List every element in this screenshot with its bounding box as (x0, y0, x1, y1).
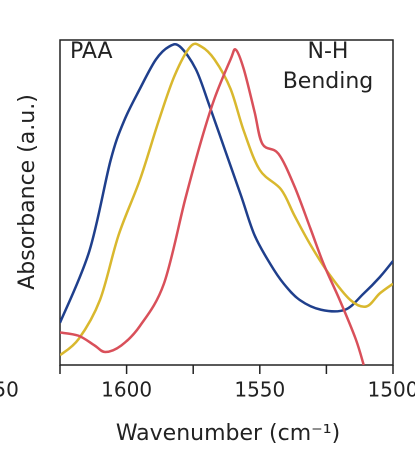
data-line (60, 42, 393, 357)
x-axis-label: Wavenumber (cm⁻¹) (116, 421, 340, 446)
x-tick-label: 1650 (0, 378, 19, 402)
annotation: Bending (283, 69, 374, 94)
y-axis-label: Absorbance (a.u.) (15, 94, 40, 290)
annotation: N-H (308, 39, 349, 64)
x-tick-label: 1500 (368, 378, 415, 402)
plot-frame (59, 39, 394, 366)
x-tick-label: 1550 (234, 378, 285, 402)
data-line (60, 48, 365, 365)
data-line (60, 43, 393, 324)
x-tick-label: 1600 (101, 378, 152, 402)
annotation: PAA (70, 39, 113, 64)
